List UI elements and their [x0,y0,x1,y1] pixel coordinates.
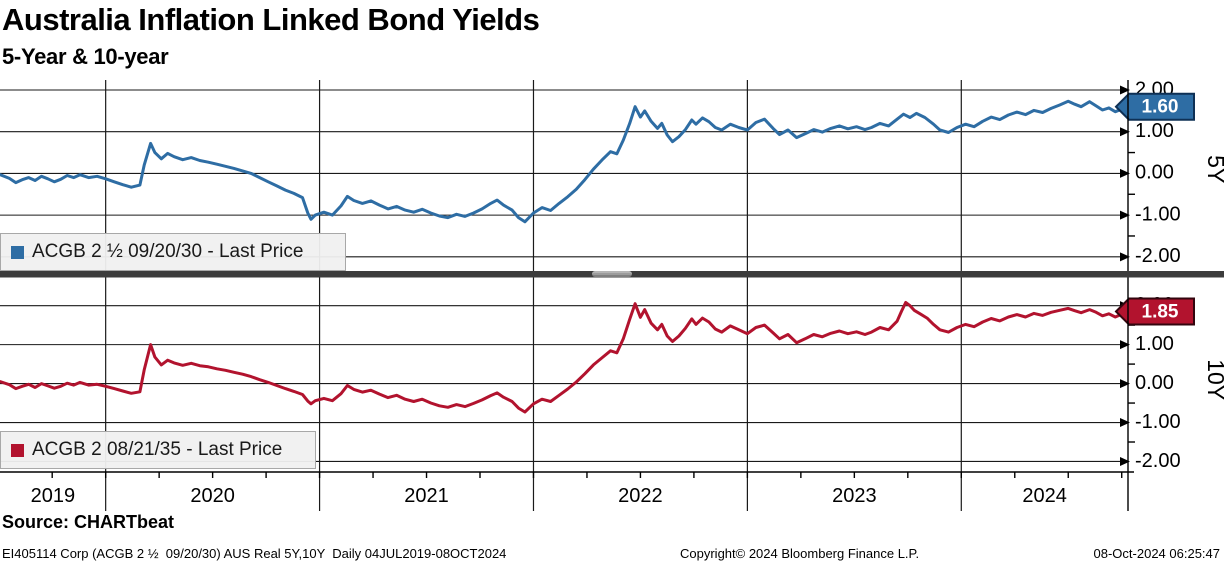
y-tick-arrow-icon [1120,85,1130,95]
panel-axis-label: 10Y [1203,359,1224,400]
x-tick-label: 2019 [31,485,76,507]
x-tick-label: 2024 [1022,485,1067,507]
series-line-10y [0,301,1128,414]
x-tick-label: 2021 [404,485,449,507]
y-tick-arrow-icon [1120,252,1130,262]
x-minor-ticks [51,472,1123,478]
y-tick-arrow-icon [1120,418,1130,428]
x-axis-labels: 2019 2020 2021 2022 2023 2024 [31,485,1067,507]
last-price-tag-5y: 1.60 [1114,92,1195,121]
legend-swatch-10y-icon [11,443,24,457]
x-tick-label: 2020 [190,485,235,507]
x-tick-label: 2023 [832,485,877,507]
footer-copyright: Copyright© 2024 Bloomberg Finance L.P. [680,546,920,561]
y-tick-label: -2.00 [1135,450,1181,472]
page-title: Australia Inflation Linked Bond Yields [2,2,540,37]
y-tick-label: 0.00 [1135,162,1174,184]
y-tick-label: 1.00 [1135,120,1174,142]
svg-text:1.85: 1.85 [1142,302,1179,323]
x-tick-label: 2022 [618,485,663,507]
legend-label-10y: ACGB 2 08/21/35 - Last Price [32,439,283,460]
y-tick-arrow-icon [1120,210,1130,220]
footer-ticker-info: EI405114 Corp (ACGB 2 ½ 09/20/30) AUS Re… [2,546,507,561]
series-line-5y [0,99,1128,224]
legend-swatch-5y-icon [11,245,24,259]
y-tick-arrow-icon [1120,127,1130,137]
y-tick-label: -2.00 [1135,245,1181,267]
legend-label-5y: ACGB 2 ½ 09/20/30 - Last Price [32,241,304,262]
legend-5y[interactable]: ACGB 2 ½ 09/20/30 - Last Price [0,233,346,271]
y-tick-arrow-icon [1120,340,1130,350]
y-tick-label: -1.00 [1135,203,1181,225]
y-tick-label: -1.00 [1135,411,1181,433]
svg-text:1.60: 1.60 [1142,97,1179,118]
y-tick-label: 0.00 [1135,372,1174,394]
panel-axis-label: 5Y [1203,155,1224,183]
legend-10y[interactable]: ACGB 2 08/21/35 - Last Price [0,431,316,469]
footer-timestamp: 08-Oct-2024 06:25:47 [1093,546,1220,561]
y-tick-arrow-icon [1120,456,1130,466]
source-line: Source: CHARTbeat [2,512,175,532]
last-price-tag-10y: 1.85 [1114,297,1195,326]
y-tick-arrow-icon [1120,168,1130,178]
y-tick-arrow-icon [1120,379,1130,389]
panel-divider-grip[interactable] [592,271,632,277]
y-tick-label: 1.00 [1135,333,1174,355]
page-subtitle: 5-Year & 10-year [2,44,169,69]
